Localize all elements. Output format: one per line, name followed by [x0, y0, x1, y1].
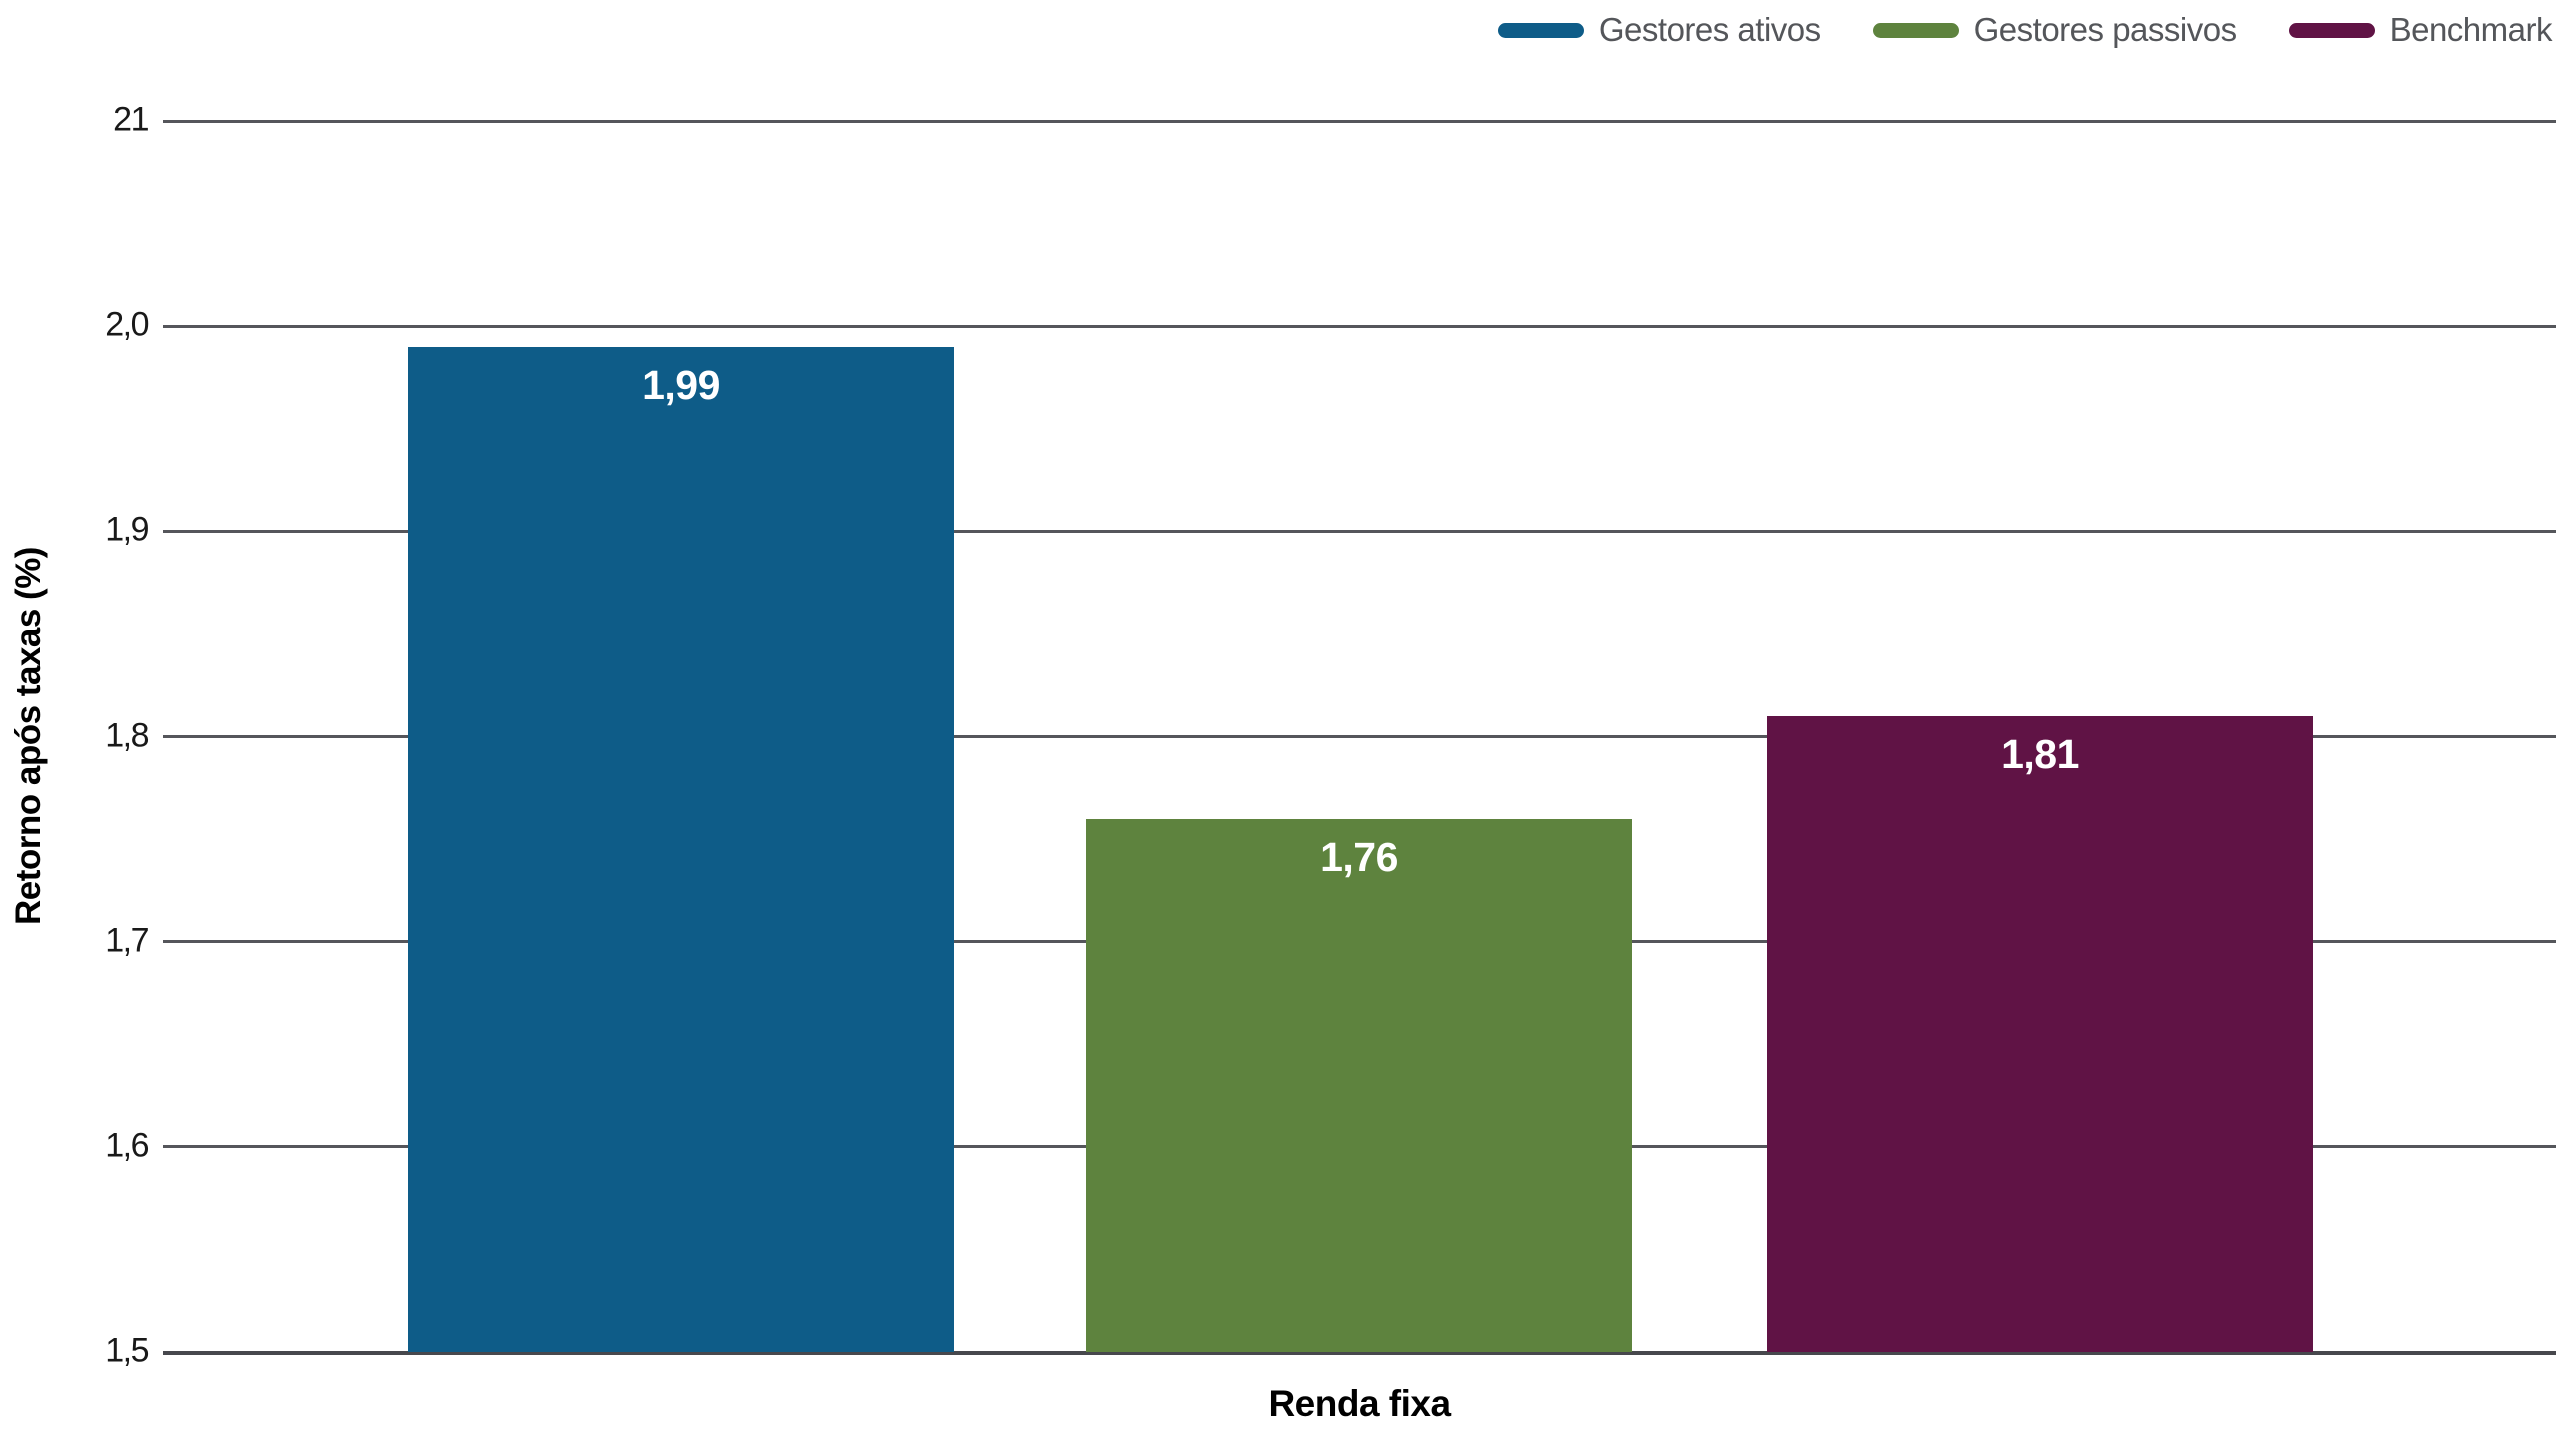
legend-marker-icon [2288, 22, 2375, 38]
y-tick-label: 1,7 [105, 921, 149, 960]
y-tick-label: 1,6 [105, 1126, 149, 1165]
gridline [163, 529, 2556, 533]
bar-value-label: 1,81 [2001, 730, 2079, 777]
legend-item: Benchmark [2288, 11, 2553, 49]
plot-area: 1,99 1,76 1,81 [163, 119, 2556, 1355]
bar-gestores-ativos: 1,99 [408, 346, 954, 1352]
y-tick-label: 21 [113, 100, 149, 139]
bar-gestores-passivos: 1,76 [1086, 818, 1632, 1352]
y-tick-label: 1,8 [105, 716, 149, 755]
legend-item-label: Gestores ativos [1598, 11, 1821, 48]
gridline [163, 324, 2556, 328]
legend-item-label: Benchmark [2389, 11, 2553, 48]
bar-value-label: 1,99 [642, 361, 720, 408]
legend-marker-icon [1872, 22, 1959, 38]
legend-item: Gestores ativos [1497, 11, 1821, 49]
y-tick-label: 1,5 [105, 1331, 149, 1370]
y-tick-label: 1,9 [105, 511, 149, 550]
legend-marker-icon [1497, 22, 1584, 38]
y-tick-label: 2,0 [105, 305, 149, 344]
bar-value-label: 1,76 [1320, 833, 1398, 880]
chart-legend: Gestores ativos Gestores passivos Benchmar… [1497, 8, 2553, 52]
x-axis-line [163, 1351, 2556, 1355]
legend-item-label: Gestores passivos [1973, 11, 2237, 48]
bar-benchmark: 1,81 [1767, 715, 2313, 1352]
legend-item: Gestores passivos [1872, 11, 2237, 49]
gridline [163, 119, 2556, 123]
gridline [163, 735, 2556, 738]
x-axis-label: Renda fixa [1268, 1383, 1451, 1424]
